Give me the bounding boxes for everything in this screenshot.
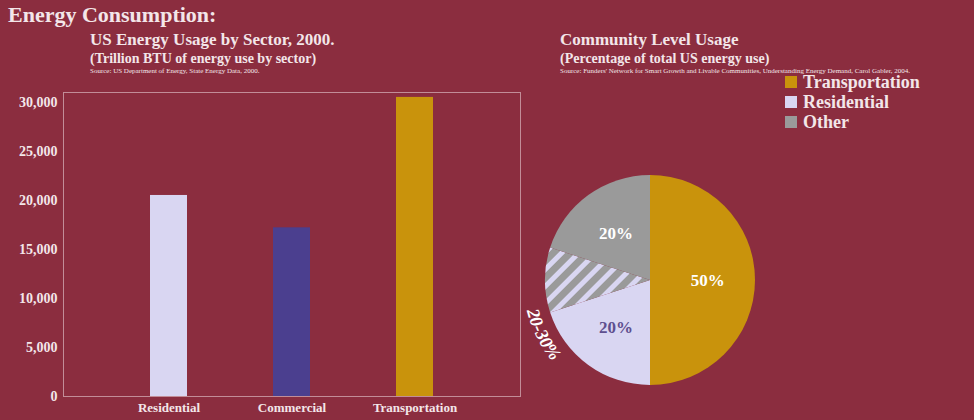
svg-text:20-30%: 20-30% (523, 305, 565, 363)
svg-text:20,000: 20,000 (19, 193, 58, 208)
html-text:Other: Other (803, 111, 849, 132)
svg-text:10,000: 10,000 (19, 291, 58, 306)
svg-text:Transportation: Transportation (373, 400, 458, 415)
svg-text:50%: 50% (691, 271, 725, 290)
html-text:Community Level Usage: Community Level Usage (560, 30, 739, 49)
svg-text:20%: 20% (599, 224, 633, 243)
html-text:Source: Funders' Network for S: Source: Funders' Network for Smart Growt… (560, 67, 910, 75)
html-text:US Energy Usage by Sector, 200: US Energy Usage by Sector, 2000. (90, 30, 335, 49)
html-text:(Trillion BTU of energy use by: (Trillion BTU of energy use by sector) (90, 51, 316, 66)
svg-text:20%: 20% (599, 318, 633, 337)
svg-text:Commercial: Commercial (258, 400, 327, 415)
svg-text:25,000: 25,000 (19, 144, 58, 159)
svg-text:5,000: 5,000 (26, 340, 58, 355)
html-text:Transportation: Transportation (803, 71, 920, 92)
svg-text:Residential: Residential (138, 400, 201, 415)
svg-text:15,000: 15,000 (19, 242, 58, 257)
html-text:Energy Consumption:: Energy Consumption: (8, 2, 217, 27)
html-text:Source: US Department of Energ: Source: US Department of Energy, State E… (90, 67, 260, 75)
svg-text:30,000: 30,000 (19, 95, 58, 110)
html-text:(Percentage of total US energy: (Percentage of total US energy use) (560, 51, 770, 66)
html-text:Residential: Residential (803, 91, 889, 112)
svg-text:0: 0 (51, 389, 58, 404)
